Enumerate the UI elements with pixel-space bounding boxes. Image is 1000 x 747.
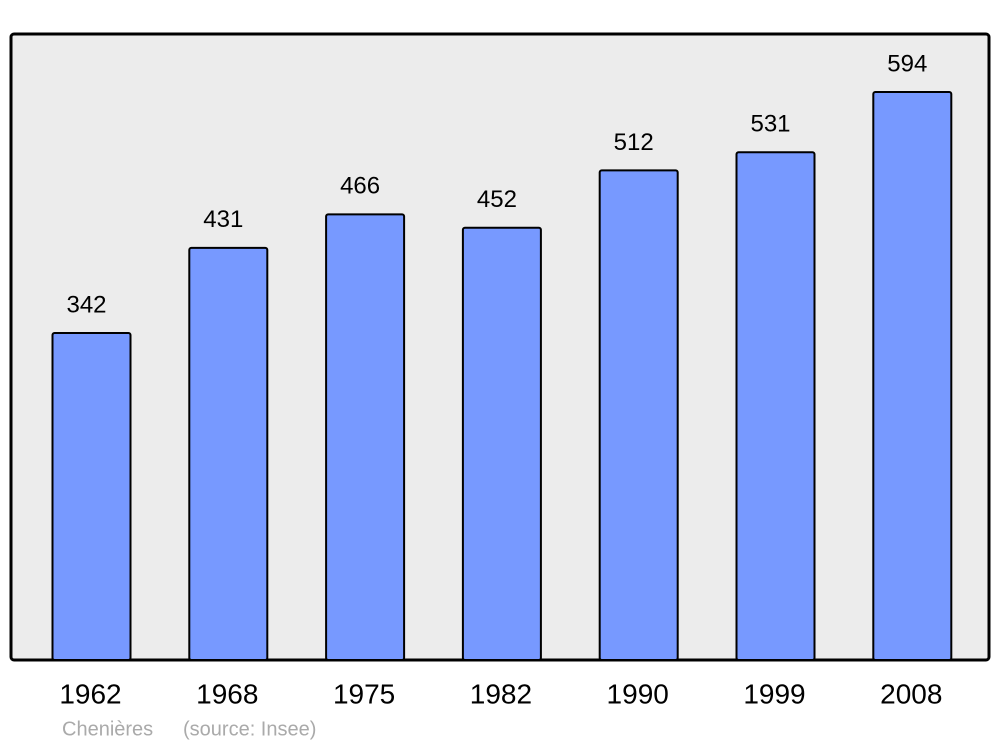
source: (source: Insee) [183, 718, 316, 740]
bar [51, 331, 132, 661]
x-tick-label: 1999 [743, 678, 805, 709]
value-label: 512 [614, 129, 654, 156]
bar [188, 246, 269, 661]
x-tick-label: 1968 [196, 678, 258, 709]
x-tick-label: 1990 [607, 678, 669, 709]
value-label: 594 [887, 50, 927, 77]
x-tick-label: 1975 [333, 678, 395, 709]
bar [325, 213, 406, 661]
bar [872, 91, 953, 661]
caption: Chenières [62, 718, 153, 740]
bar [735, 151, 816, 661]
bar [461, 226, 542, 661]
x-tick-label: 1982 [470, 678, 532, 709]
value-label: 466 [340, 173, 380, 200]
value-label: 452 [477, 186, 517, 213]
value-label: 531 [750, 111, 790, 138]
value-label: 342 [66, 291, 106, 318]
x-tick-label: 1962 [59, 678, 121, 709]
bar [598, 169, 679, 662]
x-tick-label: 2008 [880, 678, 942, 709]
value-label: 431 [203, 206, 243, 233]
